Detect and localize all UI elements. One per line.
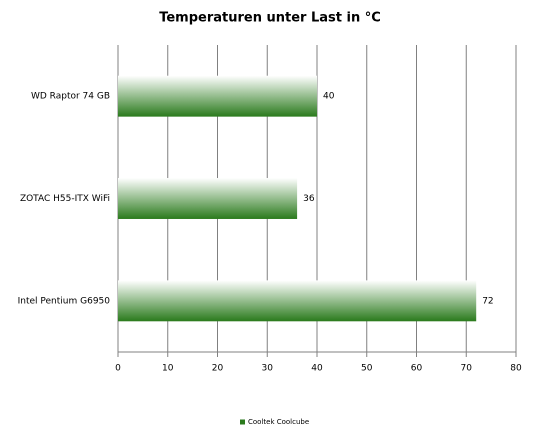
bar (118, 178, 298, 219)
data-label: 72 (482, 296, 493, 306)
bar (118, 280, 477, 322)
data-label: 40 (323, 92, 335, 102)
x-tick-label: 70 (461, 364, 473, 374)
x-tick-label: 50 (361, 364, 373, 374)
x-tick-label: 20 (212, 364, 224, 374)
legend-swatch (240, 419, 245, 425)
x-tick-label: 10 (162, 364, 174, 374)
bar (118, 75, 317, 117)
x-tick-label: 80 (510, 364, 522, 374)
x-tick-label: 60 (411, 364, 423, 374)
y-tick-label: WD Raptor 74 GB (31, 92, 110, 102)
y-tick-label: ZOTAC H55-ITX WiFi (20, 194, 110, 204)
x-tick-label: 30 (262, 364, 274, 374)
x-tick-label: 40 (311, 364, 323, 374)
legend-label: Cooltek Coolcube (248, 418, 309, 426)
x-tick-label: 0 (115, 364, 121, 374)
data-label: 36 (303, 194, 315, 204)
chart-title: Temperaturen unter Last in °C (159, 11, 381, 26)
y-tick-label: Intel Pentium G6950 (18, 296, 111, 306)
